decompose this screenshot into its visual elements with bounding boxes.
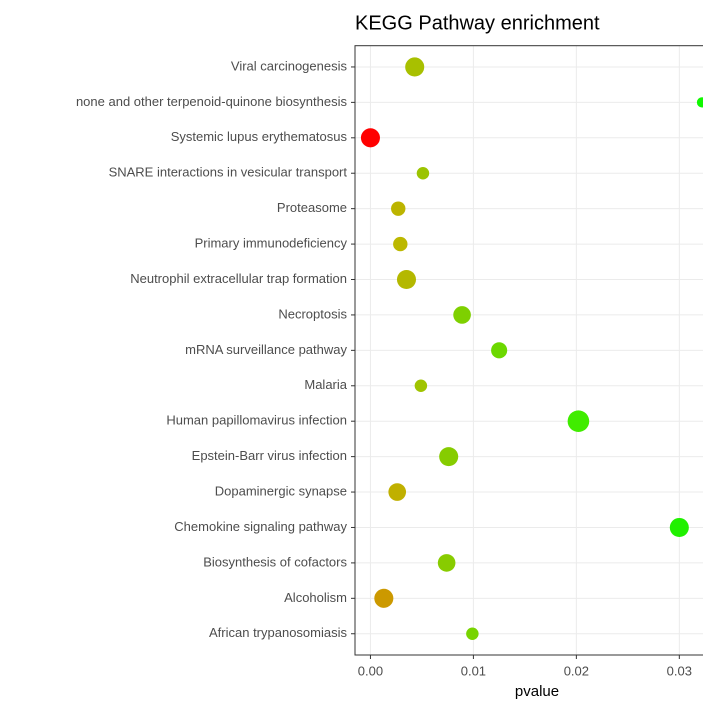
y-tick-label: Dopaminergic synapse [215,483,347,498]
x-tick-label: 0.01 [461,663,486,678]
dot [466,627,479,640]
dot [696,97,703,108]
dot [396,269,417,290]
y-tick-label: African trypanosomiasis [209,625,347,640]
y-tick-label: Epstein-Barr virus infection [192,448,347,463]
y-tick-label: Biosynthesis of cofactors [203,554,347,569]
dot [416,166,430,180]
y-tick-label: Primary immunodeficiency [195,236,348,251]
y-tick-label: Proteasome [277,200,347,215]
dot [439,447,459,467]
dot [391,201,406,216]
y-tick-label: Human papillomavirus infection [166,413,347,428]
y-tick-label: Alcoholism [284,590,347,605]
y-tick-label: mRNA surveillance pathway [185,342,347,357]
y-tick-label: Viral carcinogenesis [231,58,348,73]
x-tick-label: 0.00 [358,663,383,678]
x-tick-label: 0.02 [564,663,589,678]
y-tick-label: Chemokine signaling pathway [174,519,347,534]
y-tick-label: SNARE interactions in vesicular transpor… [109,165,348,180]
dot [388,483,407,501]
x-tick-label: 0.03 [667,663,692,678]
y-tick-label: Malaria [304,377,347,392]
y-tick-label: Neutrophil extracellular trap formation [130,271,347,286]
dot [567,410,590,432]
dot [393,236,408,252]
chart-title: KEGG Pathway enrichment [355,12,600,34]
y-tick-label: Necroptosis [278,306,347,321]
dot [405,57,425,77]
x-axis-label: pvalue [515,683,559,700]
dot [669,517,689,537]
dot [453,306,471,324]
dot [491,342,508,359]
y-tick-label: Systemic lupus erythematosus [171,129,348,144]
y-tick-label: none and other terpenoid-quinone biosynt… [76,94,348,109]
dot [374,588,394,608]
dot [437,554,456,572]
dot [414,379,428,393]
dot [360,128,380,148]
